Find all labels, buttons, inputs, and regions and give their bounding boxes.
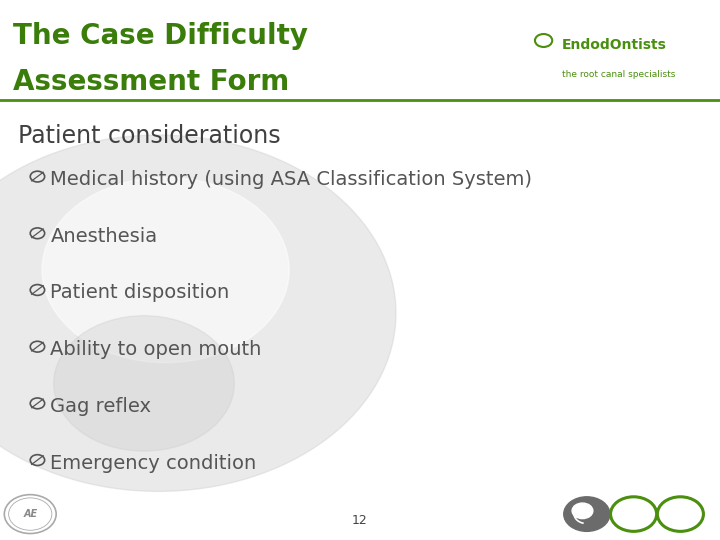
Circle shape [572,503,593,518]
Circle shape [42,177,289,363]
Text: Emergency condition: Emergency condition [50,454,256,472]
Circle shape [564,497,610,531]
Text: Medical history (using ASA Classification System): Medical history (using ASA Classificatio… [50,170,532,189]
Text: Ability to open mouth: Ability to open mouth [50,340,262,359]
Text: EndodOntists: EndodOntists [562,38,667,52]
Text: Gag reflex: Gag reflex [50,397,151,416]
Text: Patient disposition: Patient disposition [50,284,230,302]
Circle shape [54,316,234,451]
Text: AE: AE [23,509,37,519]
Text: the root canal specialists: the root canal specialists [562,70,675,79]
Text: 12: 12 [352,514,368,526]
Circle shape [0,135,396,491]
Text: The Case Difficulty: The Case Difficulty [13,22,308,50]
Text: Anesthesia: Anesthesia [50,227,158,246]
Text: Patient considerations: Patient considerations [18,124,281,148]
Text: Assessment Form: Assessment Form [13,68,289,96]
